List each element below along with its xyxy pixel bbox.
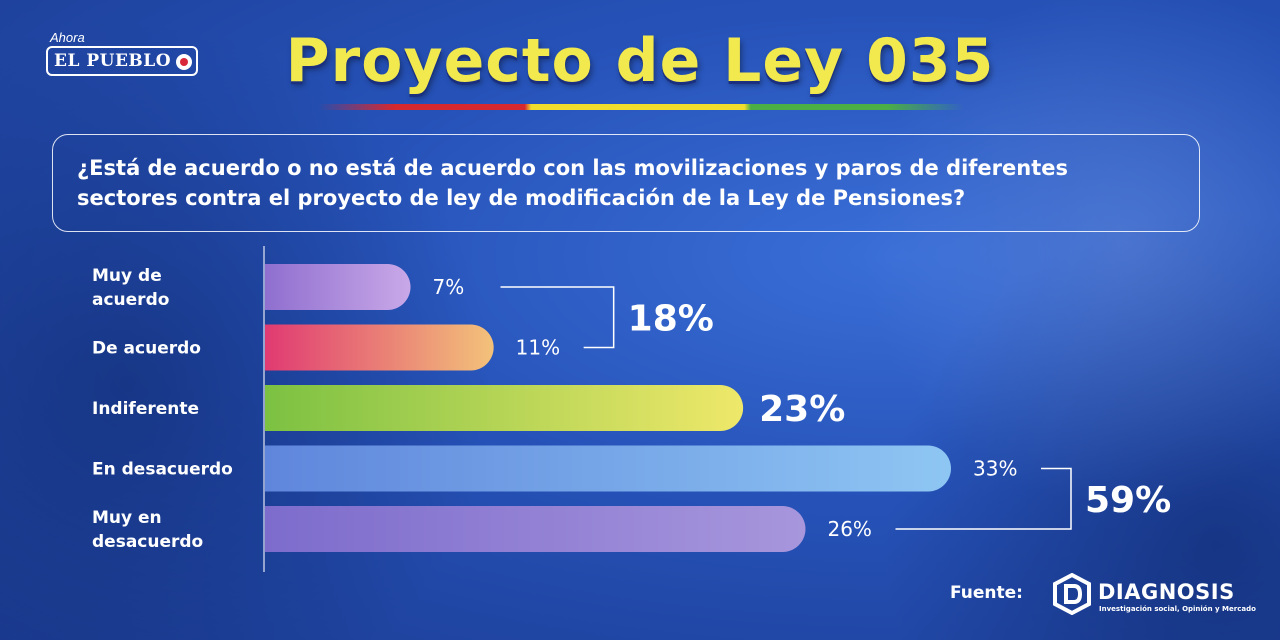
value-label-4: 33%: [973, 457, 1017, 481]
category-label-1: Muy de: [92, 266, 162, 286]
logo-box: EL PUEBLO: [46, 46, 198, 76]
page-title: Proyecto de Ley 035: [285, 26, 995, 96]
source-label: Fuente:: [950, 583, 1023, 603]
group-total-label-1: 18%: [628, 298, 714, 339]
logo-badge-icon: [176, 54, 192, 70]
flag-stripe: [318, 104, 964, 110]
bar-5: [265, 506, 806, 552]
diagnosis-logo-icon: [1053, 573, 1091, 615]
category-label-4: En desacuerdo: [92, 460, 233, 480]
value-label-2: 11%: [516, 336, 560, 360]
bar-4: [265, 445, 952, 492]
group-bracket-1: [500, 286, 615, 349]
bar-3: [265, 385, 744, 431]
bar-1: [265, 264, 411, 310]
value-label-3: 23%: [759, 389, 845, 430]
value-label-5: 26%: [827, 517, 871, 541]
group-total-label-2: 59%: [1085, 480, 1171, 521]
el-pueblo-logo: Ahora EL PUEBLO: [46, 30, 198, 76]
logo-ahora-text: Ahora: [50, 30, 85, 45]
survey-question: ¿Está de acuerdo o no está de acuerdo co…: [52, 134, 1200, 232]
category-label-5: desacuerdo: [92, 532, 203, 552]
source-tagline: Investigación social, Opinión y Mercado: [1099, 605, 1256, 613]
source-name: DIAGNOSIS: [1098, 580, 1235, 604]
category-label-1: acuerdo: [92, 290, 169, 310]
value-label-1: 7%: [433, 275, 465, 299]
bar-2: [265, 324, 494, 371]
logo-name-text: EL PUEBLO: [54, 51, 172, 71]
group-bracket-2: [895, 467, 1072, 530]
category-label-2: De acuerdo: [92, 339, 201, 359]
category-label-5: Muy en: [92, 508, 162, 528]
category-label-3: Indiferente: [92, 399, 199, 419]
